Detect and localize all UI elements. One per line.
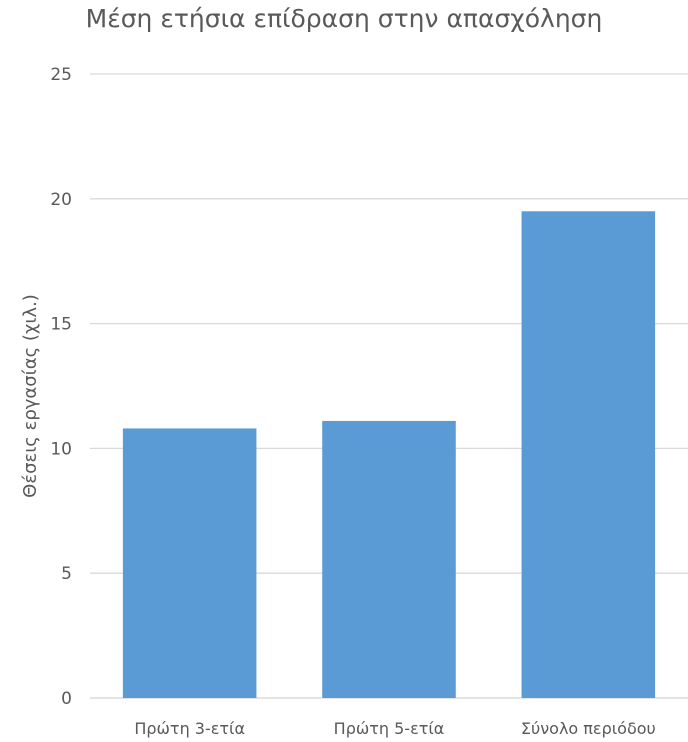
y-axis-ticks: 0 5 10 15 20 25 xyxy=(50,65,72,709)
bar-3 xyxy=(521,211,656,698)
x-tick-label: Πρώτη 3-ετία xyxy=(134,719,245,738)
y-axis-label: Θέσεις εργασίας (χιλ.) xyxy=(20,294,41,498)
x-tick-label: Σύνολο περιόδου xyxy=(521,719,656,738)
y-tick-label: 5 xyxy=(61,564,72,584)
y-tick-label: 20 xyxy=(50,190,72,210)
y-tick-label: 10 xyxy=(50,439,72,459)
chart-title: Μέση ετήσια επίδραση στην απασχόληση xyxy=(85,4,603,33)
x-tick-label: Πρώτη 5-ετία xyxy=(334,719,445,738)
bars xyxy=(122,211,656,698)
y-tick-label: 25 xyxy=(50,65,72,85)
bar-2 xyxy=(322,420,456,698)
y-tick-label: 0 xyxy=(61,689,72,709)
y-tick-label: 15 xyxy=(50,315,72,335)
x-axis-ticks: Πρώτη 3-ετία Πρώτη 5-ετία Σύνολο περιόδου xyxy=(134,719,655,738)
bar-1 xyxy=(122,428,257,698)
